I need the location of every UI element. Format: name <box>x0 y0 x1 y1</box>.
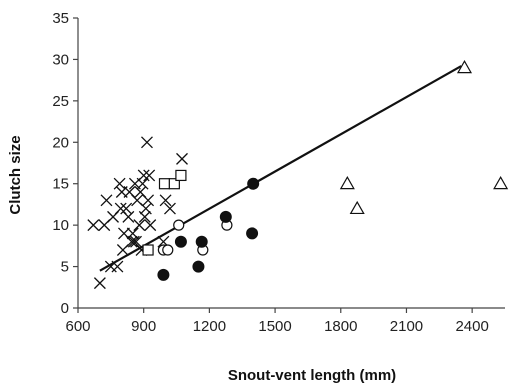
trendline <box>99 65 462 272</box>
x-axis-title: Snout-vent length (mm) <box>228 367 396 384</box>
data-point-cross <box>120 202 133 215</box>
data-point-open-square <box>142 244 154 256</box>
data-point-filled-circle <box>195 235 208 248</box>
data-point-cross <box>93 277 106 290</box>
series-open-square <box>142 169 187 256</box>
data-point-open-triangle <box>339 176 355 190</box>
y-axis-title: Clutch size <box>7 135 24 214</box>
y-tick-label: 20 <box>52 134 69 151</box>
y-tick-label: 35 <box>52 10 69 27</box>
data-point-cross <box>164 202 176 215</box>
data-point-cross <box>143 169 156 182</box>
data-points <box>87 60 509 290</box>
x-tick-label: 1200 <box>193 318 226 335</box>
y-tick-label: 10 <box>52 217 69 234</box>
x-tick-label: 900 <box>131 318 156 335</box>
series-cross <box>87 136 188 290</box>
y-tick-label: 25 <box>52 93 69 110</box>
x-tick-label: 600 <box>65 318 90 335</box>
y-ticks: 0 5 10 15 20 25 30 35 <box>52 10 78 317</box>
data-point-cross <box>141 136 153 149</box>
data-point-open-triangle <box>456 60 473 74</box>
y-tick-label: 30 <box>52 51 69 68</box>
data-point-open-triangle <box>349 200 365 215</box>
data-point-open-circle <box>162 244 174 256</box>
x-tick-label: 2400 <box>455 318 488 335</box>
data-point-cross <box>159 194 172 207</box>
x-tick-label: 2100 <box>390 318 423 335</box>
data-point-cross <box>133 219 146 232</box>
data-point-filled-circle <box>219 210 232 223</box>
data-point-cross <box>137 169 150 182</box>
data-point-open-triangle <box>493 176 509 190</box>
x-tick-label: 1500 <box>258 318 291 335</box>
data-point-filled-circle <box>174 235 187 248</box>
data-point-filled-circle <box>157 268 170 281</box>
data-point-open-square <box>175 169 187 182</box>
data-point-open-square <box>158 178 171 190</box>
x-tick-label: 1800 <box>324 318 357 335</box>
data-point-cross <box>130 235 142 248</box>
x-ticks: 600 900 1200 1500 1800 2100 2400 <box>65 308 489 335</box>
y-tick-label: 5 <box>61 259 69 276</box>
data-point-cross <box>122 210 135 223</box>
data-point-filled-circle <box>247 177 260 190</box>
data-point-cross <box>100 194 113 207</box>
data-point-cross <box>142 194 155 207</box>
data-point-cross <box>144 219 157 232</box>
data-point-cross <box>111 260 124 273</box>
data-point-filled-circle <box>246 227 259 240</box>
data-point-cross <box>87 219 100 232</box>
y-tick-label: 15 <box>52 176 69 193</box>
data-point-cross <box>113 177 126 190</box>
series-open-circle <box>157 219 233 256</box>
data-point-open-square <box>168 178 180 190</box>
y-tick-label: 0 <box>61 300 69 317</box>
data-point-cross <box>176 152 188 165</box>
data-point-filled-circle <box>192 260 205 273</box>
series-filled-circle <box>157 177 260 281</box>
data-point-open-circle <box>173 219 185 231</box>
data-point-cross <box>139 202 152 215</box>
axes: 0 5 10 15 20 25 30 35 600 900 1200 1500 1800 2100 240… <box>52 10 505 335</box>
series-open-triangle <box>339 60 509 215</box>
